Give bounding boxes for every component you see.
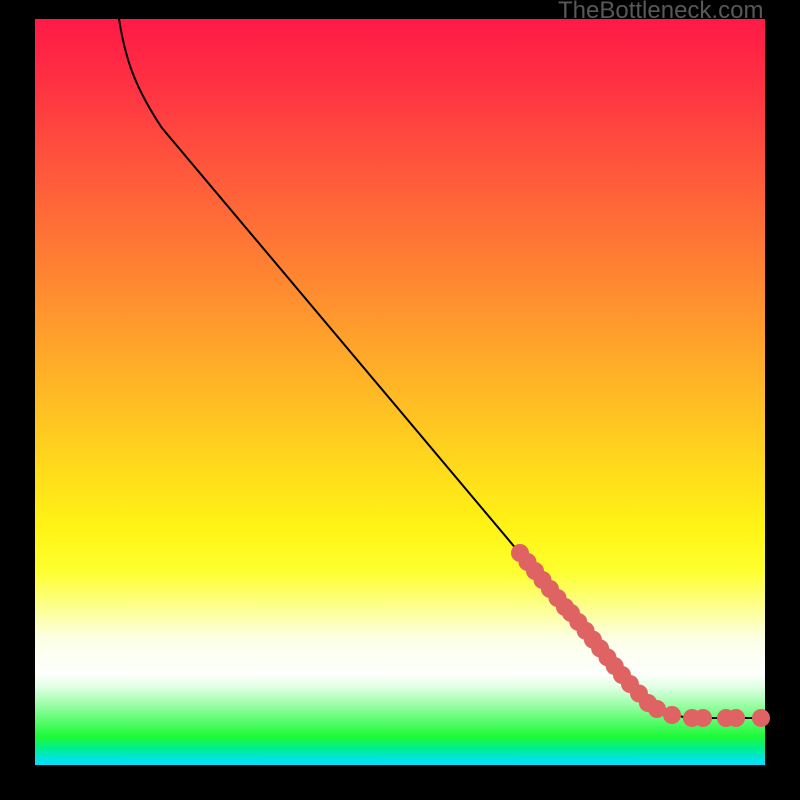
thermal-gradient-background — [35, 19, 765, 765]
data-marker — [663, 706, 681, 724]
bottleneck-curve-chart — [0, 0, 800, 800]
data-marker — [752, 709, 770, 727]
data-marker — [694, 709, 712, 727]
attribution-text: TheBottleneck.com — [558, 0, 763, 25]
data-marker — [727, 709, 745, 727]
